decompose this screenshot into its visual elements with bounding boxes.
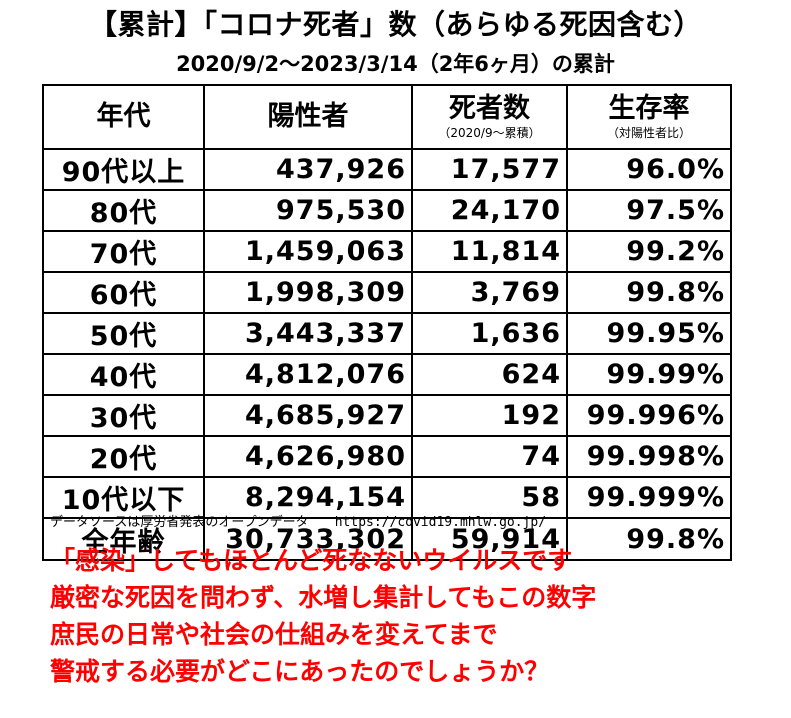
cell-positives: 437,926: [203, 148, 413, 191]
cell-positives: 4,626,980: [203, 435, 413, 478]
cell-survival: 99.8%: [566, 271, 732, 314]
cell-deaths: 74: [411, 435, 568, 478]
message-line: 厳密な死因を問わず、水増し集計してもこの数字: [50, 583, 597, 612]
cell-survival: 97.5%: [566, 189, 732, 232]
cell-positives: 4,812,076: [203, 353, 413, 396]
header-positives: 陽性者: [203, 84, 413, 150]
cell-positives: 1,459,063: [203, 230, 413, 273]
message-line: 庶民の日常や社会の仕組みを変えてまで: [50, 620, 498, 649]
cell-positives: 8,294,154: [203, 476, 413, 519]
cell-age: 10代以下: [42, 476, 205, 519]
cell-age: 80代: [42, 189, 205, 232]
cell-total-positives: 30,733,302: [203, 517, 413, 561]
cell-positives: 975,530: [203, 189, 413, 232]
cell-deaths: 624: [411, 353, 568, 396]
header-deaths: 死者数 （2020/9〜累積）: [411, 84, 568, 150]
message-line: 警戒する必要がどこにあったのでしょうか？: [50, 657, 550, 686]
cell-deaths: 192: [411, 394, 568, 437]
cell-positives: 1,998,309: [203, 271, 413, 314]
header-survival: 生存率 （対陽性者比）: [566, 84, 732, 150]
cell-total-deaths: 59,914: [411, 517, 568, 561]
table-row: 60代 1,998,309 3,769 99.8%: [42, 271, 732, 314]
commentary-message: 「感染」してもほとんど死なないウイルスです 厳密な死因を問わず、水増し集計しても…: [50, 542, 770, 690]
cell-age: 20代: [42, 435, 205, 478]
cell-deaths: 1,636: [411, 312, 568, 355]
cell-deaths: 24,170: [411, 189, 568, 232]
data-source-text: データソースは厚労省発表のオープンデータ: [50, 515, 309, 530]
cell-survival: 99.95%: [566, 312, 732, 355]
header-age: 年代: [42, 84, 205, 150]
cell-age: 70代: [42, 230, 205, 273]
cell-survival: 99.998%: [566, 435, 732, 478]
cell-survival: 99.2%: [566, 230, 732, 273]
cell-survival: 96.0%: [566, 148, 732, 191]
data-source: データソースは厚労省発表のオープンデータ https://covid19.mhl…: [50, 514, 546, 532]
cell-survival: 99.999%: [566, 476, 732, 519]
cell-age: 40代: [42, 353, 205, 396]
table-row: 20代 4,626,980 74 99.998%: [42, 435, 732, 478]
page-subtitle: 2020/9/2〜2023/3/14（2年6ヶ月）の累計: [176, 52, 615, 76]
cell-survival: 99.996%: [566, 394, 732, 437]
table-row: 40代 4,812,076 624 99.99%: [42, 353, 732, 396]
stats-table: 年代 陽性者 死者数 （2020/9〜累積） 生存率 （対陽性者比） 90代以上…: [42, 84, 732, 561]
cell-age: 50代: [42, 312, 205, 355]
table-header-row: 年代 陽性者 死者数 （2020/9〜累積） 生存率 （対陽性者比）: [42, 84, 732, 150]
cell-deaths: 58: [411, 476, 568, 519]
cell-age: 60代: [42, 271, 205, 314]
message-line: 「感染」してもほとんど死なないウイルスです: [50, 546, 573, 575]
cell-total-survival: 99.8%: [566, 517, 732, 561]
cell-deaths: 3,769: [411, 271, 568, 314]
data-source-url[interactable]: https://covid19.mhlw.go.jp/: [334, 515, 547, 530]
cell-deaths: 11,814: [411, 230, 568, 273]
header-deaths-note: （2020/9〜累積）: [438, 125, 541, 140]
cell-deaths: 17,577: [411, 148, 568, 191]
table-row: 30代 4,685,927 192 99.996%: [42, 394, 732, 437]
table-row: 10代以下 8,294,154 58 99.999%: [42, 476, 732, 519]
table-row: 90代以上 437,926 17,577 96.0%: [42, 148, 732, 191]
cell-age: 90代以上: [42, 148, 205, 191]
table-total-row: 全年齢 30,733,302 59,914 99.8%: [42, 517, 732, 561]
cell-survival: 99.99%: [566, 353, 732, 396]
cell-positives: 3,443,337: [203, 312, 413, 355]
table-row: 70代 1,459,063 11,814 99.2%: [42, 230, 732, 273]
header-survival-note: （対陽性者比）: [606, 125, 691, 140]
cell-age: 30代: [42, 394, 205, 437]
table-row: 50代 3,443,337 1,636 99.95%: [42, 312, 732, 355]
cell-total-age: 全年齢: [42, 517, 205, 561]
table-row: 80代 975,530 24,170 97.5%: [42, 189, 732, 232]
page-title: 【累計】「コロナ死者」数（あらゆる死因含む）: [88, 8, 702, 41]
cell-positives: 4,685,927: [203, 394, 413, 437]
